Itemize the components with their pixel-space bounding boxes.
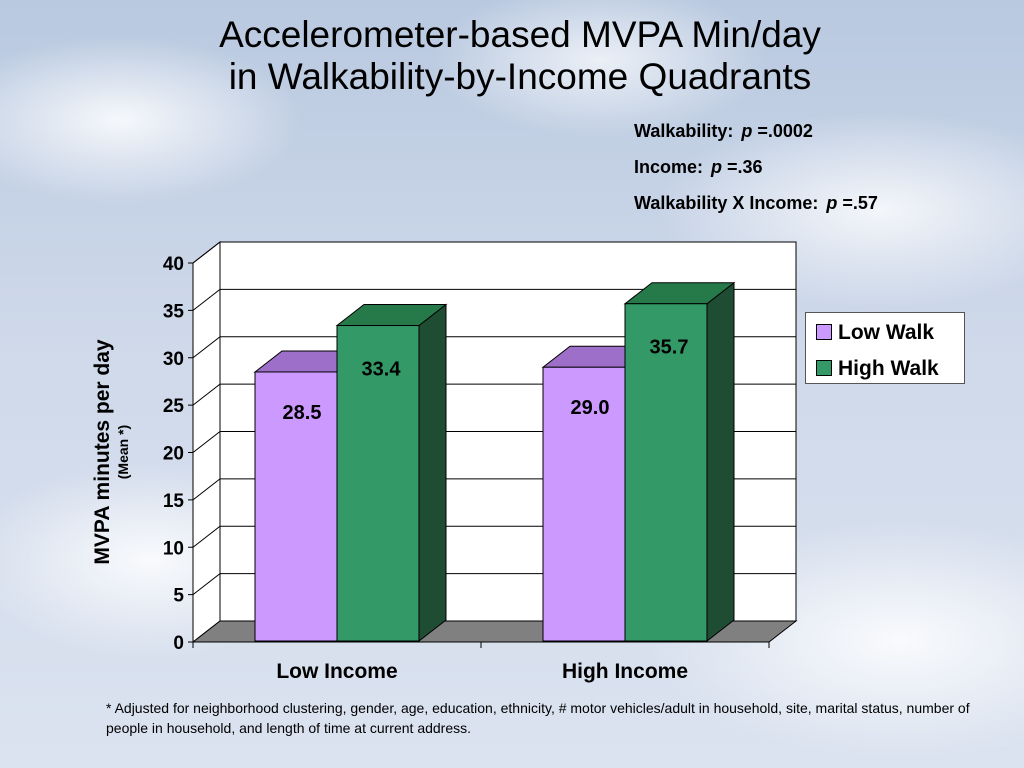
stat-label: Income: bbox=[634, 157, 704, 177]
legend-swatch-high-walk bbox=[816, 359, 832, 376]
bar bbox=[624, 303, 708, 642]
stat-walkability: Walkability: p =.0002 bbox=[634, 119, 878, 155]
y-tick-label: 0 bbox=[173, 633, 184, 654]
data-label: 29.0 bbox=[571, 397, 610, 419]
stat-value: =.36 bbox=[722, 157, 763, 177]
legend-item-high-walk: High Walk bbox=[816, 357, 939, 381]
y-tick-label: 35 bbox=[163, 301, 185, 322]
gridline bbox=[192, 336, 796, 359]
y-tick-label: 25 bbox=[163, 396, 185, 417]
y-tick-label: 30 bbox=[163, 349, 184, 370]
gridline bbox=[192, 288, 796, 311]
x-tick-label: High Income bbox=[562, 660, 688, 683]
chart-title: Accelerometer-based MVPA Min/day in Walk… bbox=[0, 14, 1024, 98]
stat-p: p bbox=[711, 157, 723, 177]
footnote: * Adjusted for neighborhood clustering, … bbox=[106, 700, 970, 736]
gridline bbox=[192, 241, 796, 264]
bar bbox=[542, 366, 626, 642]
x-tick-label: Low Income bbox=[276, 660, 397, 683]
bar-side bbox=[706, 281, 735, 643]
y-tick-label: 40 bbox=[163, 254, 184, 275]
data-label: 33.4 bbox=[362, 359, 402, 381]
legend-label: High Walk bbox=[838, 357, 939, 380]
legend: Low Walk High Walk bbox=[805, 312, 965, 384]
legend-label: Low Walk bbox=[838, 321, 935, 344]
chart-title-line2: in Walkability-by-Income Quadrants bbox=[228, 56, 812, 97]
stat-income: Income: p =.36 bbox=[634, 155, 878, 191]
stat-value: =.0002 bbox=[752, 121, 813, 141]
stat-label: Walkability: bbox=[634, 121, 734, 141]
bar-side bbox=[418, 303, 447, 643]
bar bbox=[336, 325, 420, 642]
stat-value: =.57 bbox=[837, 193, 878, 213]
stat-p: p bbox=[741, 121, 753, 141]
y-tick-label: 10 bbox=[163, 538, 184, 559]
legend-swatch-low-walk bbox=[816, 323, 832, 340]
legend-item-low-walk: Low Walk bbox=[816, 321, 934, 345]
data-label: 28.5 bbox=[283, 402, 322, 424]
bar bbox=[254, 371, 338, 642]
data-label: 35.7 bbox=[650, 337, 689, 359]
y-tick-label: 15 bbox=[163, 491, 185, 512]
stat-interaction: Walkability X Income: p =.57 bbox=[634, 191, 878, 227]
y-tick-label: 5 bbox=[173, 586, 184, 607]
significance-stats: Walkability: p =.0002 Income: p =.36 Walka… bbox=[634, 119, 878, 227]
stat-p: p bbox=[826, 193, 838, 213]
stat-label: Walkability X Income: bbox=[634, 193, 819, 213]
y-tick-label: 20 bbox=[163, 444, 184, 465]
chart-title-line1: Accelerometer-based MVPA Min/day bbox=[219, 14, 821, 55]
